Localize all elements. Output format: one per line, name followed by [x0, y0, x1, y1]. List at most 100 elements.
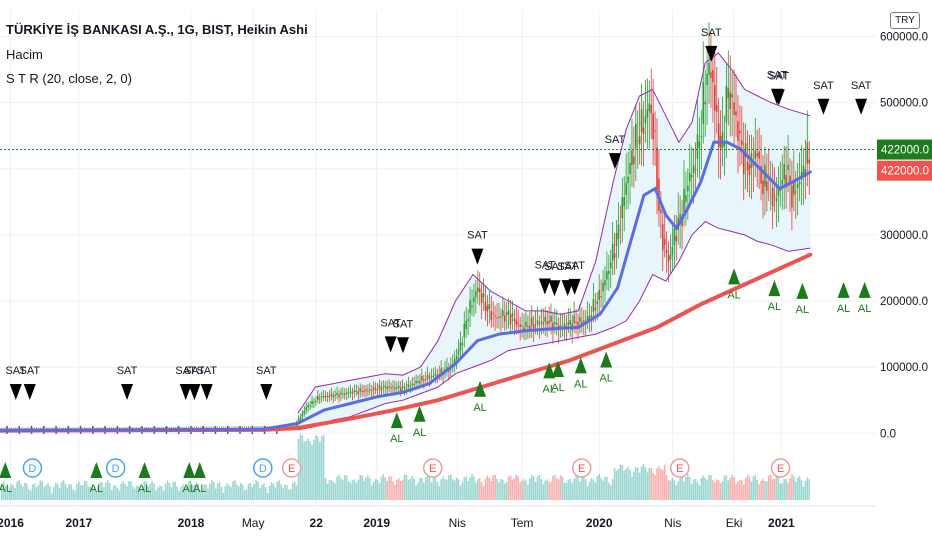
volume-bar [170, 487, 173, 500]
volume-bar [509, 475, 512, 500]
volume-bar [197, 483, 200, 500]
volume-bar [205, 484, 207, 500]
candle-body [640, 109, 643, 132]
volume-bar [542, 484, 545, 500]
currency-badge[interactable]: TRY [890, 12, 920, 29]
volume-bar [806, 477, 809, 500]
candle-body [642, 127, 645, 135]
volume-bar [577, 475, 579, 500]
sell-arrow [9, 384, 22, 400]
candle-body [421, 376, 423, 381]
sell-arrow [200, 384, 213, 400]
candle-body [345, 392, 348, 394]
candle-body [507, 310, 510, 315]
volume-bar [737, 481, 739, 500]
candle-body [469, 300, 471, 314]
candle-body [361, 391, 363, 393]
volume-bar [318, 441, 321, 500]
candle-body [617, 224, 620, 239]
sell-arrow [568, 278, 581, 295]
sell-label: SAT [5, 365, 26, 377]
volume-bar [153, 483, 155, 500]
volume-bar [673, 480, 676, 500]
volume-bar [31, 484, 34, 500]
volume-bar [717, 480, 720, 500]
volume-bar [665, 474, 668, 500]
volume-bar [715, 479, 718, 500]
volume-bar [777, 477, 780, 500]
volume-bar [211, 480, 213, 500]
volume-bar [247, 483, 250, 500]
volume-bar [351, 480, 354, 500]
candle-body [609, 262, 612, 268]
buy-label: AL [182, 483, 195, 495]
buy-arrow [574, 357, 587, 374]
volume-bar [322, 434, 325, 500]
earnings-marker [670, 458, 690, 478]
volume-bar [295, 485, 298, 500]
candle-body [696, 134, 699, 159]
candle-body [380, 388, 383, 391]
candle-body [488, 303, 491, 309]
candle-body [372, 387, 375, 390]
volume-bar [382, 474, 385, 500]
candle-body [405, 387, 408, 389]
candle-body [681, 218, 683, 227]
candle-body [791, 185, 793, 208]
candle-body [777, 187, 780, 196]
candle-body [498, 316, 500, 318]
candle-body [733, 102, 735, 115]
candle-body [513, 318, 516, 322]
buy-arrow [138, 462, 151, 478]
candle-body [725, 85, 728, 123]
volume-bar [243, 490, 246, 500]
volume-bar [739, 479, 741, 500]
candle-body [434, 373, 437, 376]
volume-bar [130, 481, 132, 500]
volume-bar [569, 479, 572, 500]
volume-bar [249, 482, 252, 500]
volume-bar [357, 479, 360, 500]
volume-bar [342, 479, 344, 500]
candle-body [390, 387, 392, 389]
candle-body [453, 359, 456, 364]
candle-body [413, 384, 415, 386]
candle-body [727, 88, 730, 99]
volume-bar [374, 478, 377, 500]
volume-bar [266, 493, 269, 500]
candle-body [529, 325, 531, 331]
x-tick-label: Nis [449, 516, 466, 530]
volume-bar [804, 480, 807, 500]
volume-bar [424, 476, 427, 500]
volume-bar [500, 478, 502, 500]
sell-arrow [608, 153, 621, 170]
volume-bar [370, 485, 373, 500]
volume-bar [694, 478, 697, 500]
volume-bar [606, 477, 608, 500]
x-tick-label: 2021 [768, 516, 795, 530]
candle-body [465, 320, 468, 330]
earnings-marker [770, 458, 791, 478]
candle-body [309, 405, 311, 407]
volume-bar [503, 483, 506, 500]
candle-body [303, 410, 306, 414]
event-label: D [259, 463, 267, 475]
volume-bar [546, 479, 548, 500]
volume-bar [604, 476, 606, 500]
volume-bar [207, 488, 209, 500]
volume-bar [654, 475, 656, 500]
x-tick-label: Nis [664, 516, 681, 530]
volume-bar [567, 479, 570, 500]
volume-bar [158, 485, 161, 500]
volume-bar [478, 478, 481, 500]
buy-label: AL [837, 303, 850, 315]
candle-body [698, 141, 701, 148]
candle-body [519, 324, 521, 327]
volume-bar [486, 475, 489, 500]
candle-body [521, 325, 523, 327]
candle-body [340, 392, 342, 395]
volume-bar [189, 480, 192, 500]
volume-bar [758, 484, 760, 500]
price-labels: 422000.0 422000.0 [877, 139, 932, 181]
